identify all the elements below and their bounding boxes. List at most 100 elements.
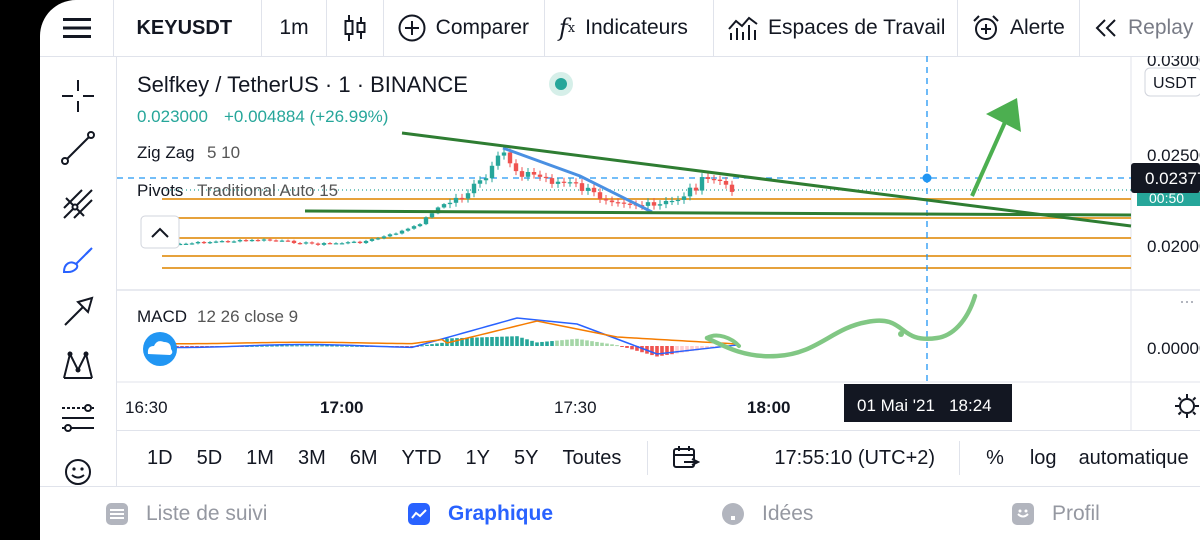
candle-body [489,165,495,179]
macd-histogram-bar [610,344,614,346]
brush-icon [62,247,93,273]
hidden-price-badge-text: 00:50 [1149,190,1184,206]
range-ytd[interactable]: YTD [401,446,442,469]
settings-gear-icon[interactable] [1175,394,1199,418]
candle-body [675,199,681,202]
macd-histogram-bar [700,346,704,350]
symbol-title[interactable]: Selfkey / TetherUS · 1 · BINANCE [137,72,468,97]
macd-histogram-bar [555,340,559,346]
candle-body [183,243,189,245]
cloud-icon[interactable] [143,332,177,366]
study-zigzag-params: 5 10 [207,143,240,162]
compare-button[interactable]: Comparer [384,0,545,56]
study-zigzag-name[interactable]: Zig Zag [137,143,195,162]
macd-histogram-bar [595,341,599,346]
crosshair-time-badge [844,384,1012,422]
chart-type-button[interactable] [327,0,384,56]
range-6m[interactable]: 6M [349,446,378,469]
macd-histogram-bar [670,346,674,355]
brush-tool[interactable] [58,238,98,278]
usdt-badge[interactable]: USDT [1144,67,1200,97]
candle-body [345,242,351,244]
range-3m[interactable]: 3M [297,446,326,469]
candle-body [279,240,285,242]
xabcd-pattern-icon [63,351,93,379]
replay-button[interactable]: Replay [1080,0,1200,56]
macd-histogram-bar [590,341,594,346]
arrow-tool[interactable] [58,292,98,332]
menu-button[interactable] [40,0,115,56]
macd-histogram-bar [660,346,664,356]
alert-button[interactable]: Alerte [958,0,1080,56]
nav-ideas[interactable]: Idées [722,487,813,540]
chart-area[interactable]: Selfkey / TetherUS · 1 · BINANCE 0.02300… [117,51,1200,430]
range-all[interactable]: Toutes [562,446,622,469]
pitchfork-tool[interactable] [58,184,98,224]
range-5y[interactable]: 5Y [514,446,539,469]
trend-line-tool[interactable] [58,128,98,168]
range-1y[interactable]: 1Y [465,446,491,469]
goto-date-button[interactable] [672,445,701,471]
candle-body [453,197,459,203]
nav-profile[interactable]: Profil [1012,487,1100,540]
nav-watchlist[interactable]: Liste de suivi [106,487,267,540]
fib-retracement-icon [62,404,94,432]
candle-body [261,239,267,241]
candle-body [549,178,555,184]
symbol-button[interactable]: KEYUSDT [114,0,263,56]
candle-body [705,177,711,179]
crosshair-point [922,173,932,183]
emoji-tool[interactable] [58,452,98,492]
candle-body [405,228,411,231]
market-status-dot[interactable] [555,78,567,90]
macd-histogram-bar [520,337,524,346]
time-label: 17:30 [554,398,597,417]
crosshair-tool[interactable] [58,76,98,116]
log-toggle[interactable]: log [1029,446,1057,469]
macd-histogram-bar [495,336,499,346]
macd-histogram-bar [335,345,339,347]
price-label: 0.030000 [1147,56,1200,70]
macd-histogram-bar [655,346,659,357]
candle-body [663,200,669,205]
interval-button[interactable]: 1m [262,0,327,56]
candle-body [501,152,507,156]
candle-body [327,243,333,245]
macd-histogram-bar [190,346,194,347]
macd-histogram-bar [435,343,439,346]
candle-body [375,238,381,240]
auto-scale-toggle[interactable]: automatique [1078,446,1189,469]
candle-body [507,152,513,164]
range-1d[interactable]: 1D [147,446,173,469]
collapse-legend-button[interactable] [140,215,180,249]
study-pivots-name[interactable]: Pivots [137,181,183,200]
macd-histogram-bar [580,339,584,346]
price-change: +0.004884 (+26.99%) [224,107,388,126]
fib-tool[interactable] [58,398,98,438]
range-5d[interactable]: 5D [196,446,223,469]
nav-chart[interactable]: Graphique [408,487,553,540]
study-macd-name[interactable]: MACD [137,307,187,326]
candle-body [621,202,627,204]
range-1m[interactable]: 1M [246,446,274,469]
macd-histogram-bar [630,346,634,350]
time-label: 17:00 [320,398,363,417]
candle-body [573,182,579,184]
candle-body [561,181,567,183]
candle-body [495,155,501,166]
smiley-icon [65,459,91,485]
clock-timezone[interactable]: 17:55:10 (UTC+2) [774,446,936,469]
macd-histogram-bar [560,340,564,346]
percent-toggle[interactable]: % [986,446,1004,469]
crosshair-price-text: 0.023774 [1145,169,1200,188]
candle-body [669,200,675,203]
candle-body [483,178,489,181]
pattern-tool[interactable] [58,346,98,386]
arrow-icon [64,296,94,326]
candle-body [321,243,327,245]
hidden-price-badge [1137,192,1200,206]
macd-histogram-bar [280,345,284,347]
workspaces-button[interactable]: Espaces de Travail [714,0,958,56]
